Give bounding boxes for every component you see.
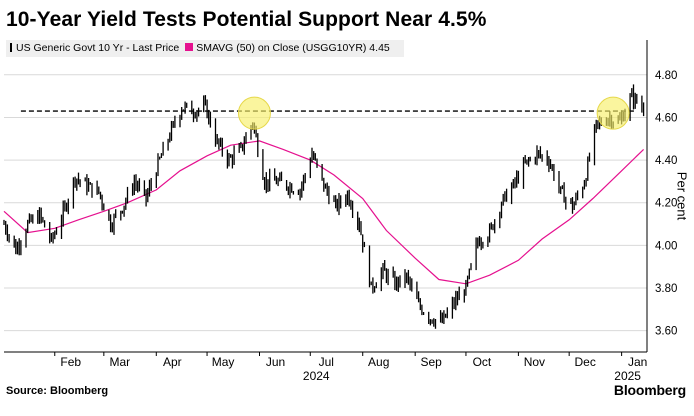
year-label-2025: 2025 (614, 369, 641, 383)
x-tick-label-Aug: Aug (368, 355, 389, 369)
x-tick-label-May: May (212, 355, 235, 369)
y-tick-label-4.60: 4.60 (655, 112, 677, 124)
x-tick-label-Mar: Mar (109, 355, 130, 369)
year-label-2024: 2024 (303, 369, 330, 383)
y-tick-label-4.40: 4.40 (655, 155, 677, 167)
source-note: Source: Bloomberg (6, 385, 109, 397)
x-tick-label-Jul: Jul (319, 355, 334, 369)
smavg-series-swatch (185, 43, 194, 51)
legend-smavg-label: SMAVG (50) on Close (USGG10YR) 4.45 (196, 42, 390, 54)
x-tick-label-Dec: Dec (574, 355, 595, 369)
legend-price-label: US Generic Govt 10 Yr - Last Price (16, 42, 180, 54)
y-tick-label-4.20: 4.20 (655, 198, 677, 210)
y-axis-label: Per cent (674, 171, 690, 221)
bloomberg-logo: Bloomberg (613, 382, 686, 398)
x-tick-label-Sep: Sep (421, 355, 443, 369)
highlight-circle-2 (596, 96, 630, 130)
y-tick-label-3.80: 3.80 (655, 283, 677, 295)
x-tick-label-Jun: Jun (266, 355, 285, 369)
highlight-circle-1 (237, 96, 271, 130)
x-tick-label-Feb: Feb (60, 355, 81, 369)
x-tick-label-Oct: Oct (473, 355, 492, 369)
x-tick-label-Jan: Jan (628, 355, 647, 369)
x-tick-label-Nov: Nov (524, 355, 545, 369)
price-series-marker (10, 43, 12, 52)
y-tick-label-4.00: 4.00 (655, 240, 677, 252)
legend: US Generic Govt 10 Yr - Last Price SMAVG … (6, 40, 404, 57)
y-tick-label-3.60: 3.60 (655, 326, 677, 338)
chart-title: 10-Year Yield Tests Potential Support Ne… (6, 8, 487, 31)
x-tick-label-Apr: Apr (163, 355, 182, 369)
y-tick-label-4.80: 4.80 (655, 70, 677, 82)
